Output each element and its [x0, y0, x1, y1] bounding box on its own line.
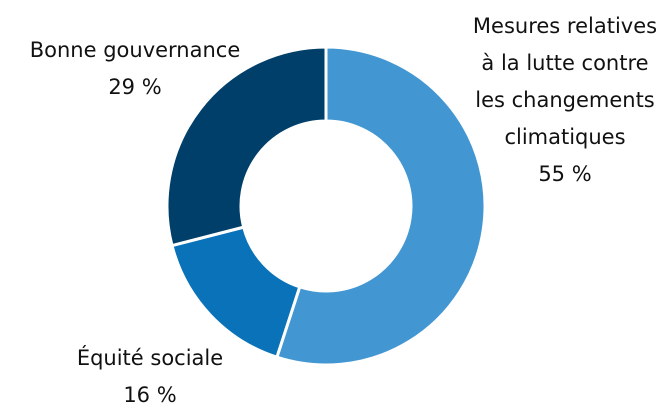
slice-label: Mesures relatives à la lutte contre les … — [470, 8, 657, 193]
donut-slice — [170, 225, 302, 360]
value-label: 55 % — [538, 162, 592, 186]
value-label: 16 % — [123, 383, 177, 406]
category-label: Équité sociale — [76, 346, 224, 370]
slice-label: Bonne gouvernance 29 % — [5, 32, 265, 106]
slice-label: Équité sociale 16 % — [50, 340, 250, 406]
category-label: Mesures relatives à la lutte contre les … — [472, 14, 657, 149]
donut-slice — [274, 45, 487, 367]
category-label: Bonne gouvernance — [29, 38, 241, 62]
value-label: 29 % — [108, 75, 162, 99]
donut-slice — [165, 45, 328, 248]
